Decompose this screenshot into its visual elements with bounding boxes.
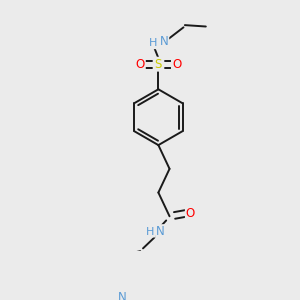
Text: O: O xyxy=(172,58,181,71)
Text: H: H xyxy=(148,38,157,48)
Text: N: N xyxy=(160,35,168,48)
Text: H: H xyxy=(146,226,155,237)
Text: O: O xyxy=(186,207,195,220)
Text: S: S xyxy=(155,58,162,71)
Text: N: N xyxy=(156,225,165,238)
Text: N: N xyxy=(118,291,127,300)
Text: O: O xyxy=(136,58,145,71)
